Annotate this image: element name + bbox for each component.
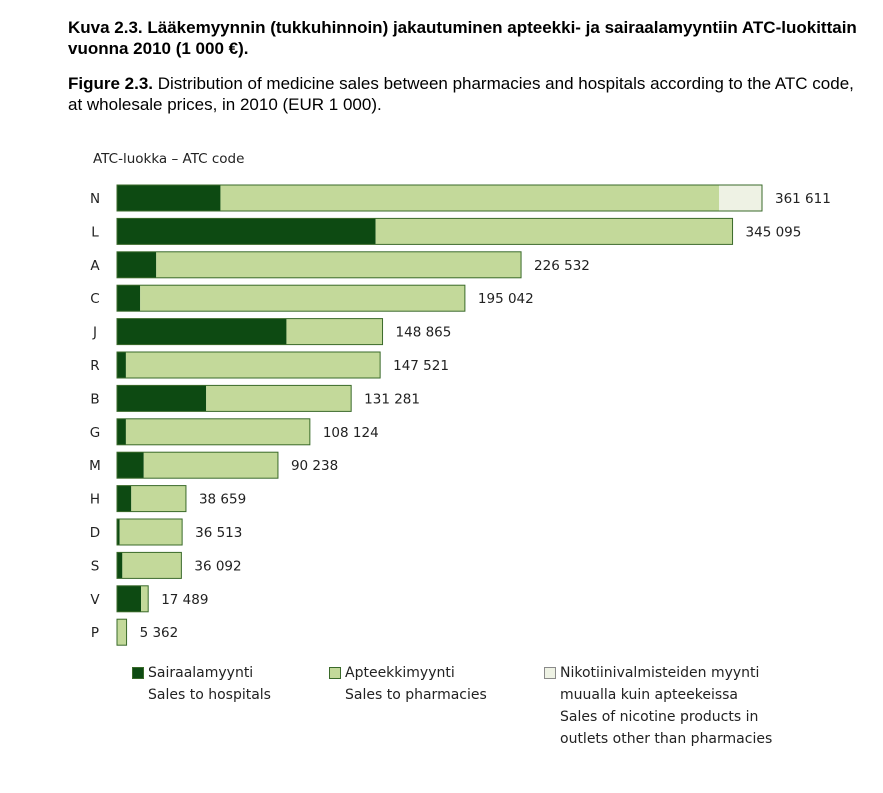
legend-label-nicotine-en-2: outlets other than pharmacies [560,731,773,747]
legend-label-pharmacies-fi: Apteekkimyynti [345,665,455,681]
bar-v-hospitals [117,585,142,612]
bar-outline-j [116,318,384,346]
bar-outline-n [116,184,763,212]
data-label-d: 36 513 [195,525,242,541]
chart-title-english: Figure 2.3. Distribution of medicine sal… [68,73,868,115]
data-label-a: 226 532 [534,258,590,274]
bar-c-pharmacies [140,285,465,312]
category-label-n: N [90,191,100,207]
category-label-m: M [89,458,101,474]
category-label-p: P [91,625,99,641]
bar-outline-r [116,351,381,379]
data-label-h: 38 659 [199,492,246,508]
category-label-a: A [90,258,100,274]
bar-r-hospitals [117,352,126,378]
bar-v-pharmacies [141,585,149,612]
bar-n-nicotine [719,185,762,211]
bar-s-pharmacies [122,552,182,579]
data-label-m: 90 238 [291,458,338,474]
data-label-n: 361 611 [775,191,831,207]
data-label-g: 108 124 [323,425,379,441]
bar-g-pharmacies [125,418,310,445]
legend-item-nicotine: Nikotiinivalmisteiden myynti muualla kui… [544,662,772,750]
bar-d-hospitals [117,519,120,545]
bar-h-pharmacies [131,485,186,512]
bar-outline-m [116,451,279,479]
data-label-r: 147 521 [393,358,449,374]
bar-outline-h [116,485,187,513]
bar-j-pharmacies [286,318,383,345]
category-label-l: L [91,224,99,240]
legend-label-nicotine-fi-2: muualla kuin apteekeissa [560,687,738,703]
bar-l-hospitals [117,218,376,245]
category-label-h: H [90,492,100,508]
legend-swatch-nicotine [544,667,556,679]
bar-n-hospitals [117,185,221,211]
bar-n-pharmacies [220,185,720,211]
bar-l-pharmacies [375,218,733,245]
bar-j-hospitals [117,318,287,345]
legend-label-pharmacies-en: Sales to pharmacies [345,687,487,703]
chart-title-english-text: Distribution of medicine sales between p… [68,74,854,114]
data-label-v: 17 489 [161,592,208,608]
legend-label-hospitals-en: Sales to hospitals [148,687,271,703]
bar-outline-s [116,551,182,579]
category-axis-title: ATC-luokka – ATC code [93,151,245,167]
bar-a-pharmacies [156,251,522,278]
legend-label-nicotine-fi-1: Nikotiinivalmisteiden myynti [560,665,760,681]
data-label-p: 5 362 [140,625,179,641]
bar-a-hospitals [117,251,157,278]
legend-item-hospitals: Sairaalamyynti Sales to hospitals [132,662,271,706]
bar-m-hospitals [117,452,144,479]
data-label-b: 131 281 [364,391,420,407]
data-label-c: 195 042 [478,291,534,307]
bar-outline-c [116,284,466,312]
category-label-v: V [90,592,100,608]
bar-outline-a [116,251,522,279]
bar-h-hospitals [117,485,132,512]
bar-b-hospitals [117,385,207,412]
bar-d-pharmacies [119,519,183,545]
bar-outline-g [116,418,311,446]
data-label-s: 36 092 [194,558,241,574]
bar-outline-v [116,585,149,613]
category-label-j: J [92,325,97,341]
bar-p-pharmacies [117,619,127,646]
bar-g-hospitals [117,418,126,445]
category-label-r: R [90,358,99,374]
legend-swatch-hospitals [132,667,144,679]
legend-label-hospitals-fi: Sairaalamyynti [148,665,254,681]
data-label-j: 148 865 [396,325,452,341]
bar-s-hospitals [117,552,123,579]
category-label-g: G [90,425,100,441]
figure-label: Figure 2.3. [68,74,154,93]
bar-c-hospitals [117,285,141,312]
legend-swatch-pharmacies [329,667,341,679]
legend-item-pharmacies: Apteekkimyynti Sales to pharmacies [329,662,487,706]
category-label-s: S [91,558,100,574]
bar-outline-p [116,618,128,646]
bar-m-pharmacies [143,452,278,479]
bar-b-pharmacies [206,385,352,412]
bar-r-pharmacies [125,352,381,378]
data-label-l: 345 095 [746,224,802,240]
bar-chart: N 361 611 L 345 095 A 226 532 C 195 042 J 148 865… [89,184,831,646]
category-label-d: D [90,525,100,541]
legend-label-nicotine-en-1: Sales of nicotine products in [560,709,759,725]
category-label-c: C [90,291,99,307]
chart-title-finnish: Kuva 2.3. Lääkemyynnin (tukkuhinnoin) ja… [68,18,857,58]
bar-outline-l [116,217,734,245]
bar-outline-d [116,518,183,546]
category-label-b: B [90,391,99,407]
bar-outline-b [116,384,352,412]
